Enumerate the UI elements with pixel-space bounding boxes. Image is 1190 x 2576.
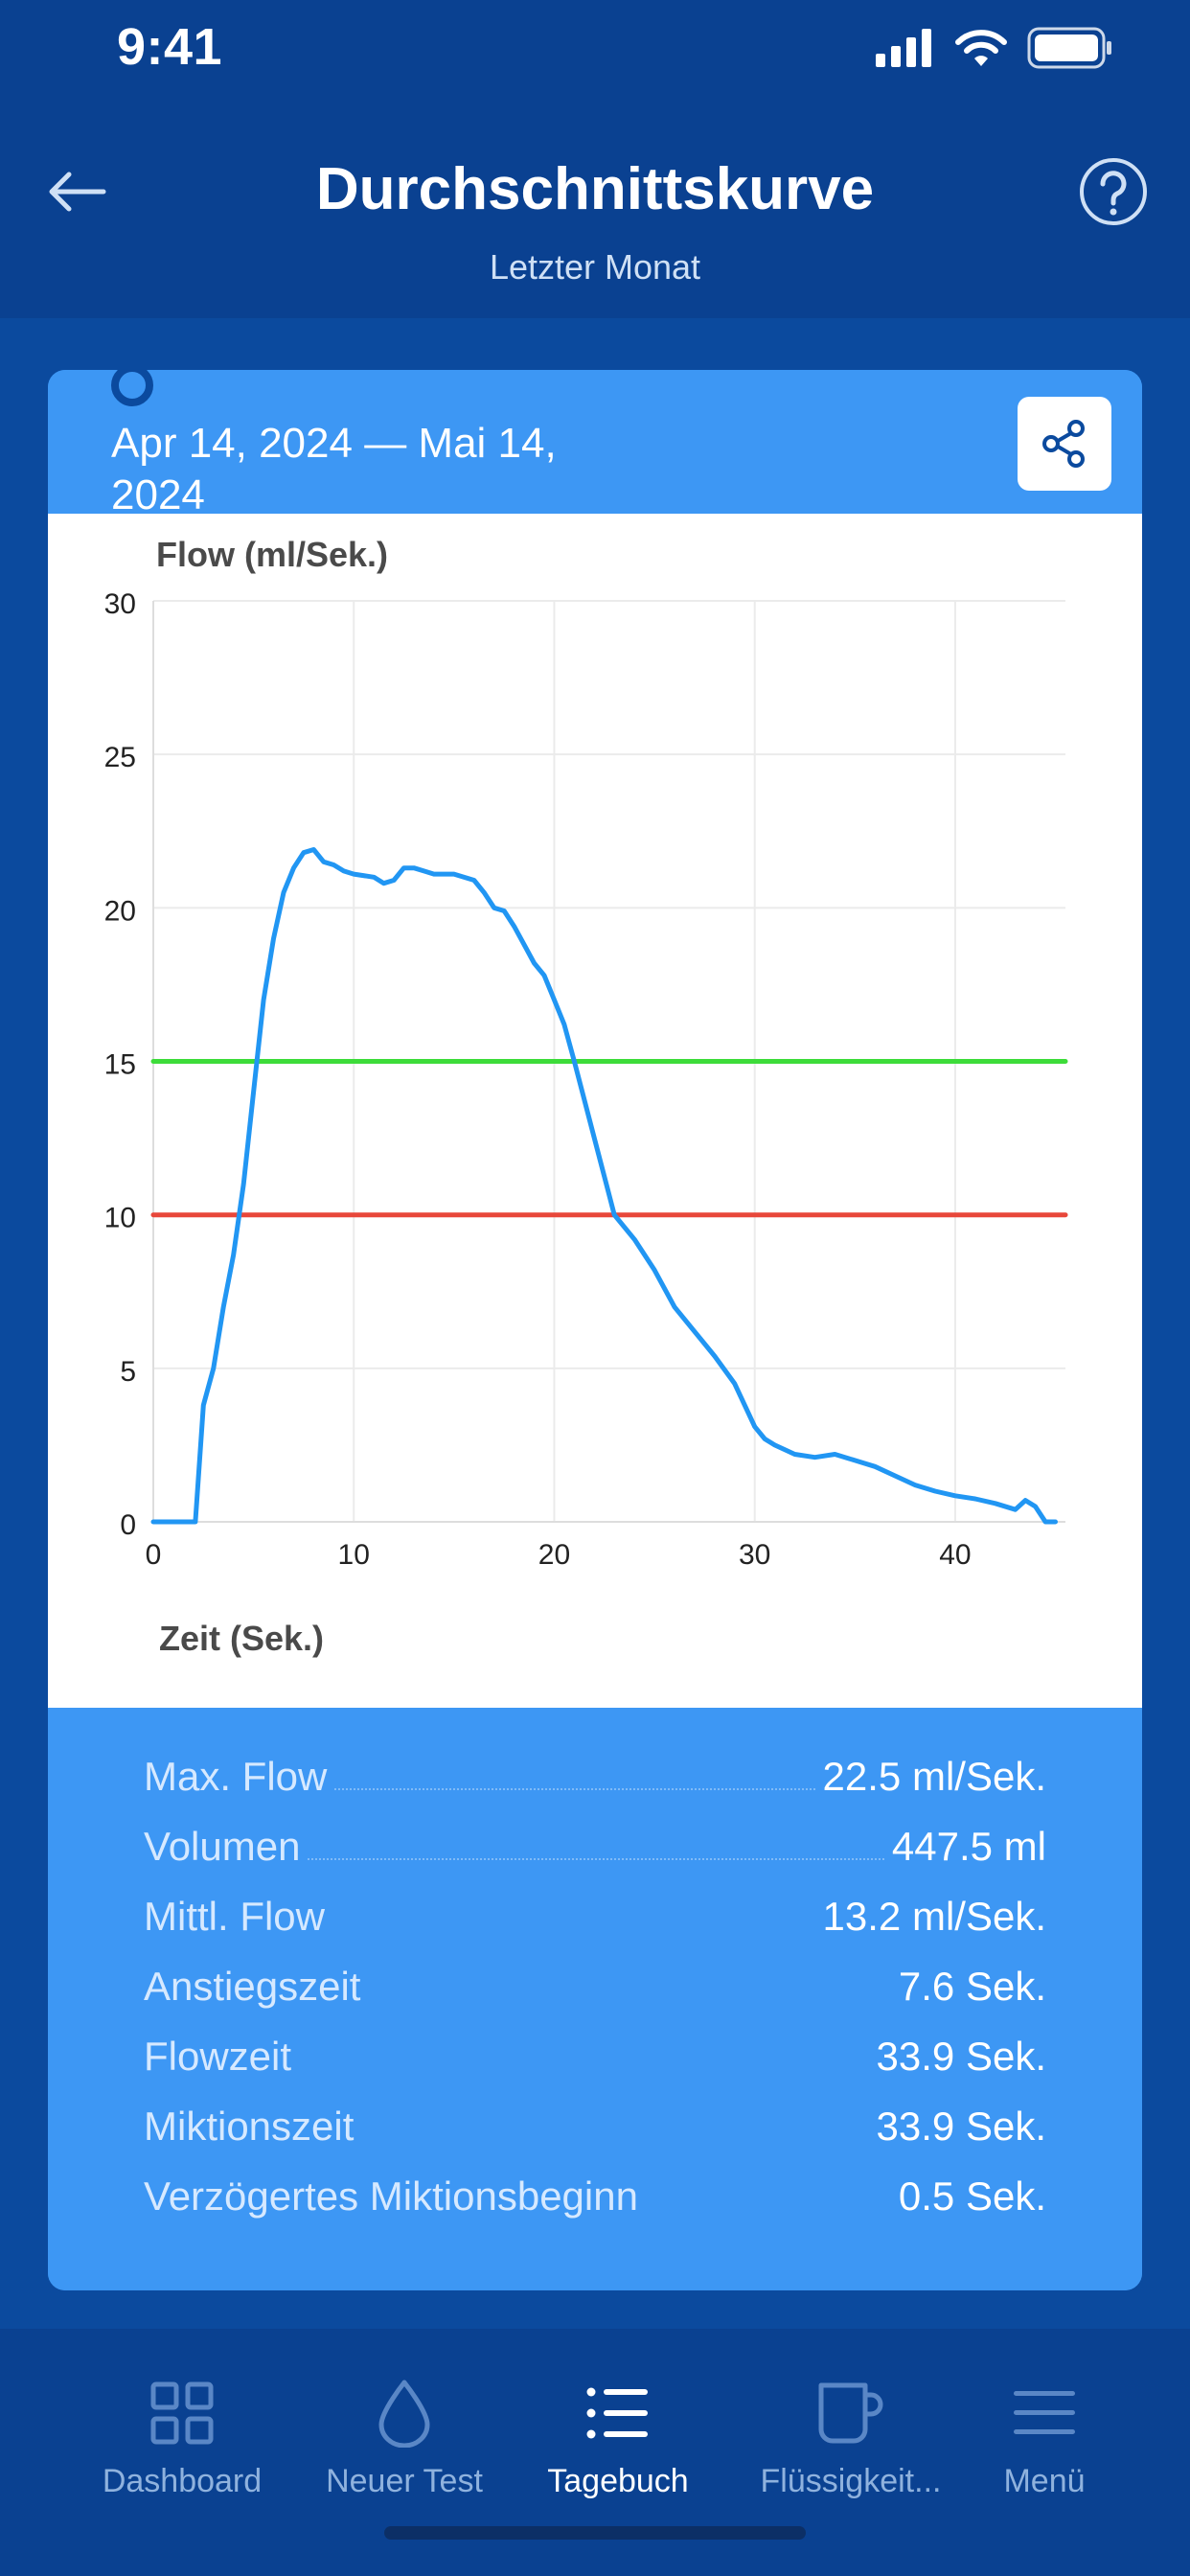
wifi-icon bbox=[955, 30, 1007, 66]
x-tick-label: 0 bbox=[146, 1539, 162, 1571]
stat-leader-dots bbox=[646, 2208, 891, 2210]
tab-icon-wrap bbox=[745, 2375, 956, 2451]
share-button[interactable] bbox=[1018, 397, 1111, 491]
stat-leader-dots bbox=[368, 1998, 890, 2000]
tab-dashboard[interactable]: Dashboard bbox=[77, 2375, 287, 2518]
stat-leader-dots bbox=[334, 1788, 815, 1790]
stats-panel: Max. Flow 22.5 ml/Sek. Volumen 447.5 ml Mitt… bbox=[48, 1708, 1142, 2290]
stat-value: 7.6 Sek. bbox=[898, 1964, 1046, 2009]
tab-label: Flüssigkeit... bbox=[760, 2463, 942, 2499]
stat-label: Anstiegszeit bbox=[144, 1964, 361, 2009]
x-tick-label: 40 bbox=[939, 1539, 971, 1571]
flow-curve-line bbox=[150, 847, 1058, 1525]
stat-label: Flowzeit bbox=[144, 2034, 292, 2079]
stat-leader-dots bbox=[332, 1928, 815, 1930]
y-tick-label: 0 bbox=[120, 1509, 136, 1541]
stat-row: Volumen 447.5 ml bbox=[144, 1812, 1046, 1870]
y-tick-label: 5 bbox=[120, 1356, 136, 1388]
stat-label: Verzögertes Miktionsbeginn bbox=[144, 2174, 638, 2219]
tab-label: Tagebuch bbox=[547, 2463, 689, 2499]
stat-row: Mittl. Flow 13.2 ml/Sek. bbox=[144, 1882, 1046, 1940]
stat-label: Volumen bbox=[144, 1824, 301, 1869]
page-title: Durchschnittskurve bbox=[315, 156, 875, 222]
status-bar: 9:41 bbox=[0, 0, 1190, 96]
status-icons bbox=[876, 27, 1113, 69]
tab-neuer-test[interactable]: Neuer Test bbox=[299, 2375, 510, 2518]
page-subtitle: Letzter Monat bbox=[489, 247, 701, 287]
x-tick-label: 10 bbox=[338, 1539, 370, 1571]
battery-icon bbox=[1027, 27, 1111, 69]
tab-icon-wrap bbox=[513, 2375, 723, 2451]
cup-icon bbox=[818, 2382, 883, 2444]
stat-row: Miktionszeit 33.9 Sek. bbox=[144, 2092, 1046, 2150]
stat-label: Miktionszeit bbox=[144, 2104, 355, 2149]
stat-leader-dots bbox=[299, 2068, 868, 2070]
stat-row: Verzögertes Miktionsbeginn 0.5 Sek. bbox=[144, 2162, 1046, 2220]
help-icon bbox=[1080, 158, 1147, 225]
stat-value: 447.5 ml bbox=[891, 1824, 1046, 1869]
handle-dot-icon bbox=[111, 370, 153, 406]
tab-tagebuch[interactable]: Tagebuch bbox=[513, 2375, 723, 2518]
nav-header: Durchschnittskurve Letzter Monat bbox=[0, 96, 1190, 318]
stat-leader-dots bbox=[308, 1858, 884, 1860]
list-icon bbox=[586, 2387, 648, 2439]
stat-label: Mittl. Flow bbox=[144, 1894, 325, 1939]
share-icon bbox=[1042, 420, 1085, 468]
grid-icon bbox=[150, 2381, 214, 2445]
stat-row: Anstiegszeit 7.6 Sek. bbox=[144, 1952, 1046, 2010]
chart-area: 0 5 10 15 20 25 30 0 10 20 30 40 Flow (ml/Sek.) Zei… bbox=[48, 514, 1142, 1708]
card-header: Apr 14, 2024 — Mai 14, 2024 bbox=[48, 370, 1142, 518]
tab-label: Menü bbox=[1003, 2463, 1086, 2499]
y-tick-label: 10 bbox=[104, 1203, 136, 1234]
signal-icon bbox=[876, 29, 931, 67]
tab-icon-wrap bbox=[77, 2375, 287, 2451]
stat-value: 13.2 ml/Sek. bbox=[822, 1894, 1046, 1939]
tab-icon-wrap bbox=[299, 2375, 510, 2451]
arrow-left-icon bbox=[49, 172, 106, 212]
y-tick-label: 15 bbox=[104, 1049, 136, 1081]
x-axis-label: Zeit (Sek.) bbox=[159, 1619, 324, 1658]
tab-icon-wrap bbox=[939, 2375, 1150, 2451]
y-tick-label: 30 bbox=[104, 588, 136, 620]
x-tick-label: 20 bbox=[538, 1539, 570, 1571]
stat-label: Max. Flow bbox=[144, 1754, 328, 1799]
y-tick-label: 25 bbox=[104, 742, 136, 773]
stat-row: Flowzeit 33.9 Sek. bbox=[144, 2022, 1046, 2080]
flow-chart: 0 5 10 15 20 25 30 0 10 20 30 40 Flow (ml/Sek.) Zei… bbox=[104, 535, 1068, 1658]
tab-flüssigkeit[interactable]: Flüssigkeit... bbox=[745, 2375, 956, 2518]
back-button[interactable] bbox=[38, 153, 115, 230]
status-time: 9:41 bbox=[117, 18, 223, 76]
tab-label: Neuer Test bbox=[326, 2463, 483, 2499]
stat-leader-dots bbox=[361, 2138, 868, 2140]
stat-value: 22.5 ml/Sek. bbox=[822, 1754, 1046, 1799]
tab-menü[interactable]: Menü bbox=[939, 2375, 1150, 2518]
help-button[interactable] bbox=[1075, 153, 1152, 230]
stat-value: 33.9 Sek. bbox=[876, 2034, 1046, 2079]
x-tick-label: 30 bbox=[739, 1539, 770, 1571]
average-curve-card: Apr 14, 2024 — Mai 14, 2024 0 5 10 15 20 25 30… bbox=[48, 370, 1142, 2290]
stat-value: 33.9 Sek. bbox=[876, 2104, 1046, 2149]
menu-icon bbox=[1014, 2391, 1075, 2434]
drop-icon bbox=[378, 2380, 430, 2448]
y-tick-label: 20 bbox=[104, 895, 136, 927]
stat-value: 0.5 Sek. bbox=[898, 2174, 1046, 2219]
y-axis-label: Flow (ml/Sek.) bbox=[156, 535, 388, 574]
tab-label: Dashboard bbox=[102, 2463, 263, 2499]
date-range: Apr 14, 2024 — Mai 14, 2024 bbox=[111, 420, 557, 518]
stat-row: Max. Flow 22.5 ml/Sek. bbox=[144, 1742, 1046, 1800]
home-indicator bbox=[384, 2526, 806, 2540]
